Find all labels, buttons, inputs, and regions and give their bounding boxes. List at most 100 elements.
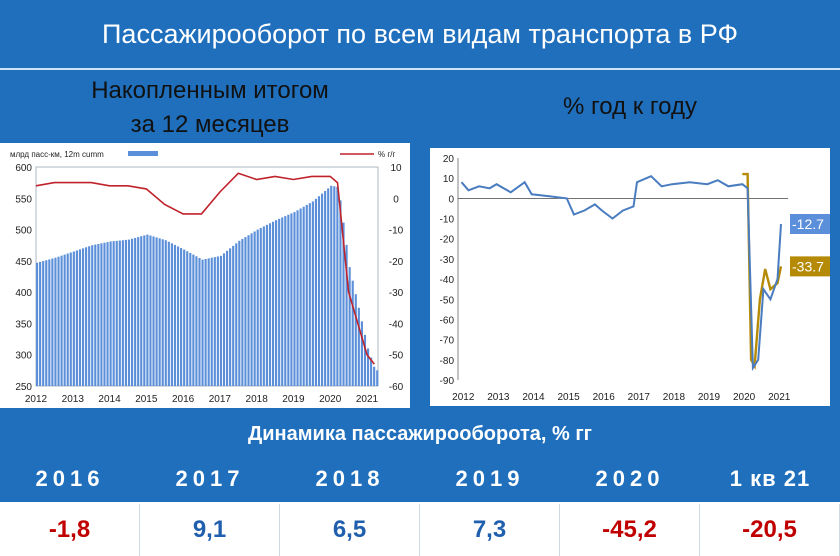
bar-mark	[72, 251, 75, 386]
bar-mark	[259, 228, 262, 386]
bar-mark	[351, 280, 354, 386]
bar-mark	[357, 307, 360, 386]
x-tick-label: 2017	[628, 392, 651, 403]
bar-mark	[278, 218, 281, 386]
y-right-tick-label: 10	[390, 163, 402, 174]
bar-mark	[81, 248, 85, 386]
bar-mark	[60, 255, 63, 386]
bar-mark	[222, 253, 226, 386]
bar-mark	[373, 366, 376, 386]
x-tick-label: 2014	[98, 394, 121, 405]
table-year-cell: 2018	[315, 466, 385, 491]
bar-mark	[314, 198, 318, 386]
bar-mark	[284, 216, 287, 386]
y-left-tick-label: 300	[15, 351, 32, 362]
bar-mark	[198, 257, 201, 386]
x-tick-label: 2014	[522, 392, 545, 403]
y-tick-label: -40	[440, 275, 455, 286]
annotation-blue-box	[790, 213, 830, 234]
y-tick-label: 20	[443, 154, 455, 165]
bar-mark	[161, 239, 164, 386]
bar-mark	[308, 203, 311, 386]
bar-mark	[250, 233, 253, 386]
table-value-cell: -45,2	[560, 504, 700, 556]
bar-mark	[63, 254, 66, 386]
bar-mark	[127, 239, 131, 386]
table-values-row: -1,8 9,1 6,5 7,3 -45,2 -20,5	[0, 504, 840, 556]
bar-mark	[366, 348, 370, 386]
bar-mark	[201, 259, 204, 386]
bar-mark	[57, 256, 60, 386]
y-tick-label: -10	[440, 215, 455, 226]
bar-mark	[183, 249, 186, 386]
table-title: Динамика пассажирооборота, % гг	[0, 412, 840, 456]
table-value-cell: -1,8	[0, 504, 140, 556]
bar-mark	[164, 240, 167, 386]
bar-mark	[137, 237, 140, 386]
x-tick-label: 2018	[246, 394, 269, 405]
bar-mark	[195, 256, 198, 386]
y-tick-label: -60	[440, 315, 455, 326]
y-right-tick-label: -10	[389, 226, 404, 237]
bar-mark	[131, 238, 134, 386]
bar-mark	[256, 229, 259, 386]
y-left-tick-label: 400	[15, 288, 32, 299]
legend-bars-label: млрд пасс-км, 12m cumm	[10, 150, 104, 159]
bar-mark	[327, 188, 330, 386]
bar-mark	[97, 243, 100, 386]
bar-mark	[106, 242, 109, 386]
page-title: Пассажирооборот по всем видам транспорта…	[0, 0, 840, 68]
bar-mark	[281, 217, 284, 386]
y-tick-label: -20	[440, 235, 455, 246]
y-right-tick-label: -60	[389, 382, 404, 393]
bar-mark	[271, 221, 275, 386]
bar-mark	[330, 185, 333, 386]
bar-mark	[189, 252, 192, 386]
bar-mark	[91, 245, 94, 386]
bar-mark	[45, 260, 48, 386]
table-year-cell: 2016	[35, 466, 105, 491]
table-value-cell: 6,5	[280, 504, 420, 556]
bar-mark	[88, 246, 91, 386]
x-tick-label: 2016	[593, 392, 616, 403]
bar-mark	[321, 193, 324, 386]
bar-mark	[216, 256, 219, 386]
y-left-tick-label: 250	[15, 382, 32, 393]
subtitle-left-line1: Накопленным итогом	[91, 77, 329, 104]
bar-mark	[354, 294, 357, 386]
annotation-gold-box	[790, 256, 830, 277]
bar-mark	[158, 238, 161, 386]
bar-mark	[54, 257, 57, 386]
bar-mark	[51, 258, 54, 386]
x-tick-label: 2017	[209, 394, 232, 405]
bar-mark	[370, 357, 373, 386]
x-tick-label: 2015	[135, 394, 158, 405]
y-tick-label: -50	[440, 295, 455, 306]
bar-mark	[94, 244, 97, 386]
x-tick-label: 2015	[557, 392, 580, 403]
bar-mark	[241, 238, 244, 386]
bar-mark	[143, 235, 146, 386]
x-tick-label: 2020	[733, 392, 756, 403]
annotation-blue-label: -12.7	[792, 216, 824, 232]
bar-mark	[287, 214, 290, 386]
x-tick-label: 2016	[172, 394, 195, 405]
bar-mark	[167, 241, 170, 386]
subtitle-right: % год к году	[563, 93, 697, 120]
bar-mark	[268, 223, 272, 386]
plot-frame	[35, 166, 379, 387]
bar-mark	[176, 246, 180, 386]
bar-mark	[363, 334, 367, 386]
cumulative-chart: 600 550 500 450 400 350 300 250 10 0 -10 -20 -30 -40 -…	[10, 150, 404, 405]
x-tick-label: 2021	[768, 392, 791, 403]
y-left-tick-label: 600	[15, 163, 32, 174]
bar-mark	[339, 200, 342, 386]
x-tick-label: 2019	[698, 392, 721, 403]
x-tick-label: 2013	[487, 392, 510, 403]
bar-mark	[78, 249, 82, 386]
y-left-tick-label: 500	[15, 226, 32, 237]
y-tick-label: 10	[443, 174, 455, 185]
bar-mark	[311, 201, 314, 386]
bar-mark	[152, 236, 155, 386]
bar-mark	[275, 220, 278, 386]
